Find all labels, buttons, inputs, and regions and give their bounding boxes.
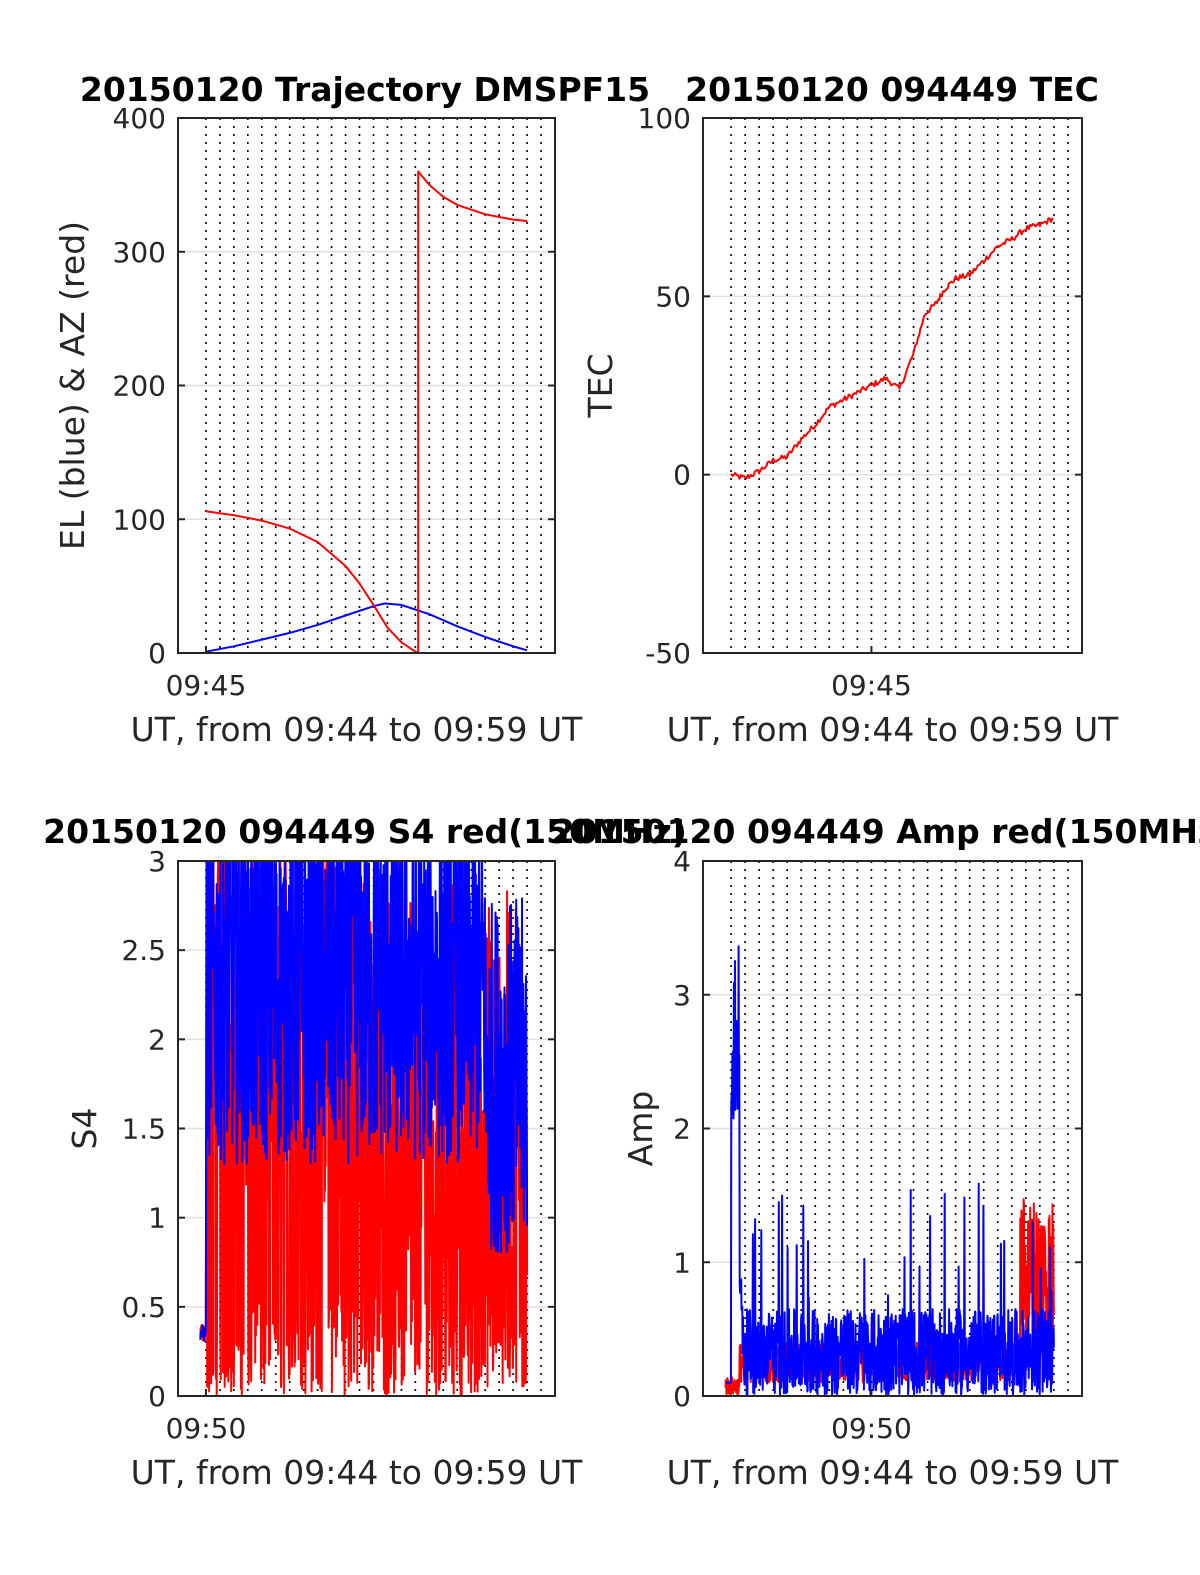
y-tick-label: 3 — [673, 979, 691, 1012]
y-axis-label: S4 — [65, 1108, 104, 1150]
plot-area — [724, 945, 1055, 1396]
x-axis-label: UT, from 09:44 to 09:59 UT — [667, 710, 1120, 749]
y-tick-label: 300 — [113, 236, 166, 269]
panel-3: 0 0.5 1 1.5 2 2.5 3 09:50 UT, from 09:44 to 09:5… — [43, 812, 687, 1492]
chart-title: 20150120 094449 S4 red(150MHz) — [43, 812, 687, 851]
x-axis-label: UT, from 09:44 to 09:59 UT — [131, 710, 584, 749]
series-line — [205, 170, 528, 653]
y-tick-label: 3 — [148, 845, 166, 878]
y-tick-label: 50 — [655, 280, 691, 313]
y-tick-label: 2 — [673, 1113, 691, 1146]
y-tick-label: 2 — [148, 1023, 166, 1056]
series-line — [724, 945, 1055, 1396]
y-axis-label: Amp — [621, 1091, 660, 1167]
x-tick-label: 09:50 — [831, 1412, 912, 1445]
y-tick-label: 0.5 — [121, 1291, 166, 1324]
y-axis-label: TEC — [581, 353, 620, 418]
y-tick-label: 1.5 — [121, 1113, 166, 1146]
chart-title: 20150120 094449 Amp red(150MHz) — [552, 812, 1200, 851]
panel-2: -50 0 50 100 09:45 UT, from 09:44 to 09:59 UT… — [581, 70, 1119, 749]
plot-area — [730, 217, 1054, 480]
y-tick-label: 1 — [148, 1202, 166, 1235]
x-tick-label: 09:45 — [831, 669, 912, 702]
x-axis-label: UT, from 09:44 to 09:59 UT — [667, 1453, 1120, 1492]
series-line — [730, 217, 1054, 480]
chart-title: 20150120 094449 TEC — [685, 70, 1099, 109]
series-line — [199, 861, 529, 1342]
y-tick-label: 1 — [673, 1246, 691, 1279]
y-tick-label: 100 — [113, 503, 166, 536]
y-tick-label: -50 — [645, 637, 691, 670]
y-tick-label: 100 — [638, 102, 691, 135]
x-tick-label: 09:50 — [166, 1412, 247, 1445]
y-tick-label: 0 — [673, 459, 691, 492]
y-tick-label: 0 — [148, 637, 166, 670]
y-tick-label: 400 — [113, 102, 166, 135]
chart-title: 20150120 Trajectory DMSPF15 — [80, 70, 650, 109]
y-tick-label: 200 — [113, 370, 166, 403]
y-tick-label: 2.5 — [121, 934, 166, 967]
series-line — [205, 602, 528, 653]
plot-area — [205, 170, 528, 653]
y-tick-label: 4 — [673, 845, 691, 878]
y-tick-label: 0 — [673, 1380, 691, 1413]
plot-area — [199, 861, 529, 1396]
axes-box — [702, 117, 1083, 654]
x-tick-label: 09:45 — [166, 669, 247, 702]
y-tick-label: 0 — [148, 1380, 166, 1413]
y-axis-label: EL (blue) & AZ (red) — [53, 221, 92, 550]
x-axis-label: UT, from 09:44 to 09:59 UT — [131, 1453, 584, 1492]
panel-4: 0 1 2 3 4 09:50 UT, from 09:44 to 09:59 UT Amp 2… — [552, 812, 1200, 1492]
panel-1: 0 100 200 300 400 09:45 UT, from 09:44 to 09:5… — [53, 70, 650, 749]
